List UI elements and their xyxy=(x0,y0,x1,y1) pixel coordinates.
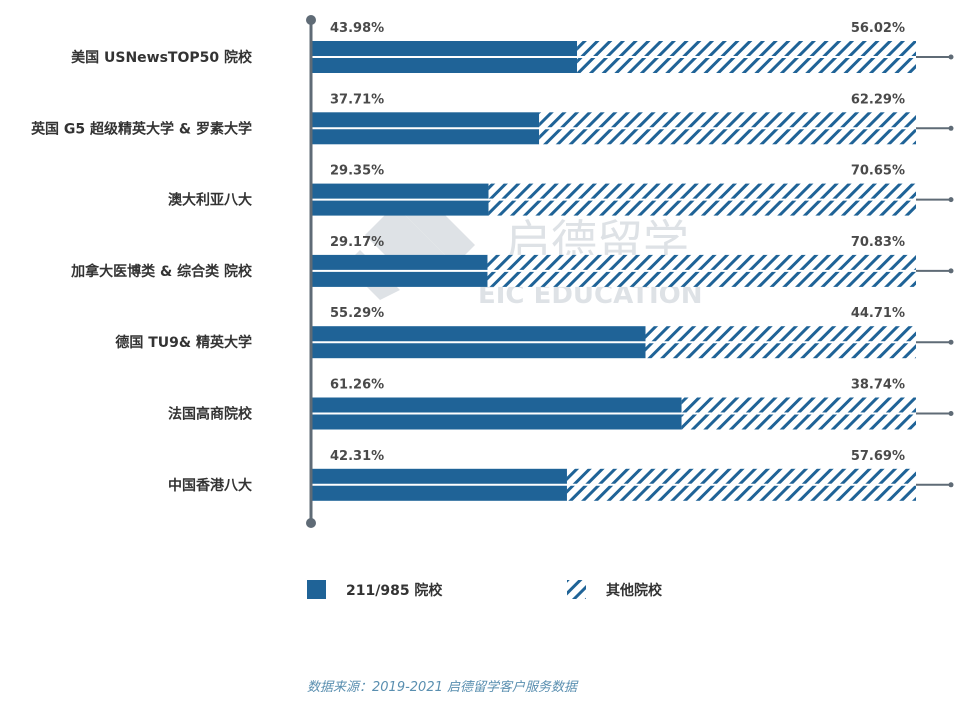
value-label-other: 38.74% xyxy=(851,378,905,393)
legend-label-other: 其他院校 xyxy=(606,582,663,599)
bar-leader-dot xyxy=(948,197,954,203)
value-label-211-985: 43.98% xyxy=(330,21,384,36)
bar-labels: 美国 USNewsTOP50 院校 43.98% 56.02% 英国 G5 超级精英大… xyxy=(30,21,905,494)
legend: 211/985 院校 其他院校 xyxy=(307,580,663,599)
category-label: 中国香港八大 xyxy=(168,477,252,494)
category-label: 加拿大医博类 & 综合类 院校 xyxy=(70,263,253,280)
value-label-211-985: 29.35% xyxy=(330,164,384,179)
value-label-211-985: 55.29% xyxy=(330,306,384,321)
category-label: 澳大利亚八大 xyxy=(168,192,252,209)
value-label-211-985: 29.17% xyxy=(330,235,384,250)
legend-swatch-other xyxy=(567,580,586,599)
category-label: 美国 USNewsTOP50 院校 xyxy=(71,49,253,66)
category-label: 英国 G5 超级精英大学 & 罗素大学 xyxy=(30,120,252,137)
value-label-other: 56.02% xyxy=(851,21,905,36)
y-axis xyxy=(306,15,316,528)
bar-leader-dot xyxy=(948,482,954,488)
bar-leader-dot xyxy=(948,268,954,274)
value-label-other: 57.69% xyxy=(851,449,905,464)
category-label: 德国 TU9& 精英大学 xyxy=(115,334,252,351)
bar-leader-dot xyxy=(948,411,954,416)
value-label-other: 70.83% xyxy=(851,235,905,250)
source-note: 数据来源：2019-2021 启德留学客户服务数据 xyxy=(307,679,579,695)
bars xyxy=(311,41,954,501)
bar-leader-dot xyxy=(948,339,954,345)
bar-leader-dot xyxy=(948,125,954,131)
value-label-other: 44.71% xyxy=(851,306,905,321)
value-label-211-985: 37.71% xyxy=(330,92,384,107)
bar-leader-dot xyxy=(948,54,954,60)
y-axis-bottom-dot xyxy=(306,518,316,528)
y-axis-top-dot xyxy=(306,15,316,25)
value-label-211-985: 61.26% xyxy=(330,378,384,393)
category-label: 法国高商院校 xyxy=(168,406,253,423)
legend-swatch-211-985 xyxy=(307,580,326,599)
value-label-211-985: 42.31% xyxy=(330,449,384,464)
legend-label-211-985: 211/985 院校 xyxy=(346,582,443,599)
value-label-other: 62.29% xyxy=(851,92,905,107)
value-label-other: 70.65% xyxy=(851,164,905,179)
